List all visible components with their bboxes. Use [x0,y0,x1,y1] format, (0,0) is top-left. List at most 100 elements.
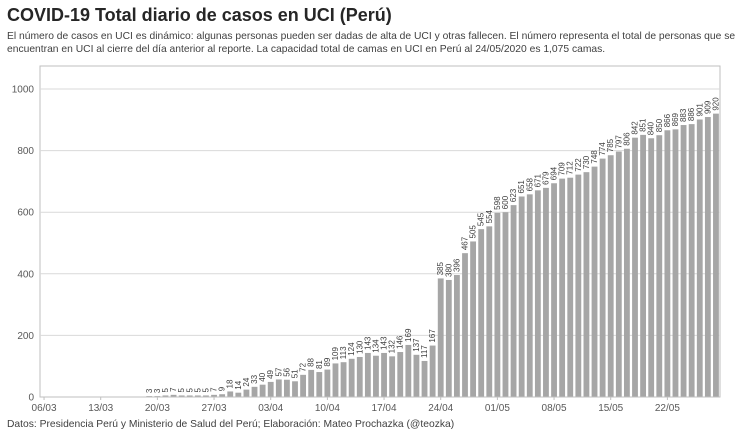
bar-value-label: 5 [201,387,210,392]
bar [453,275,460,397]
bar-value-label: 722 [574,158,583,172]
bar-value-label: 467 [461,236,470,250]
bar [518,196,525,397]
bar [413,354,420,397]
bar-value-label: 920 [711,97,720,111]
bar [462,253,468,397]
bar-value-label: 850 [655,118,664,132]
y-tick-label: 1000 [12,85,35,96]
bar-value-label: 56 [282,367,291,376]
bar-value-label: 132 [388,339,397,353]
bar [243,389,250,397]
bar-value-label: 18 [226,379,235,388]
bar [470,241,477,397]
bar-value-label: 124 [347,342,356,356]
bar [599,158,606,397]
bar [251,386,258,397]
x-tick-label: 20/03 [145,403,170,414]
bar [559,178,566,397]
bar-value-label: 730 [582,155,591,169]
x-tick-label: 27/03 [202,403,227,414]
bar-value-label: 598 [493,196,502,210]
bar-value-label: 14 [234,380,243,389]
bar-value-label: 774 [598,142,607,156]
bar-value-label: 143 [363,336,372,350]
bar-value-label: 396 [452,258,461,272]
bar [219,394,226,397]
bar [510,205,517,397]
bar [591,166,598,397]
bar-value-label: 117 [420,345,429,358]
bar [632,137,638,397]
bar [583,172,590,397]
bar-value-label: 81 [315,360,324,369]
bar-value-label: 7 [210,387,219,392]
bar-value-label: 72 [299,362,308,371]
bar-value-label: 797 [614,135,623,149]
bar [680,125,687,397]
bar [186,395,193,397]
chart-subtitle: El número de casos en UCI es dinámico: a… [7,31,736,55]
bar [534,190,541,397]
bar [389,356,396,397]
bar [348,358,355,397]
bar-value-label: 806 [622,132,631,146]
bar-value-label: 380 [444,263,453,277]
x-tick-label: 15/05 [598,403,623,414]
bar-value-label: 5 [193,387,202,392]
bar [623,148,630,397]
bar-value-label: 712 [566,161,575,175]
bar [267,381,274,397]
y-tick-label: 0 [28,393,34,404]
bar [283,379,290,397]
bar-value-label: 866 [663,113,672,127]
bar-value-label: 658 [525,177,534,191]
bar [397,352,404,397]
bar-value-label: 89 [323,357,332,366]
bar-value-label: 851 [639,118,648,132]
bar-value-label: 3 [145,388,154,393]
y-tick-label: 200 [17,331,34,342]
bar-value-label: 146 [396,335,405,349]
bar-value-label: 113 [339,346,348,359]
bar-value-label: 137 [412,338,421,352]
bar-value-label: 385 [436,262,445,276]
bar [292,381,298,397]
bar [478,229,485,397]
bar-value-label: 33 [250,374,259,383]
bar [713,113,719,397]
bar [373,355,379,397]
bar [688,124,695,397]
bar [316,372,323,397]
bar [259,384,266,397]
bar-value-label: 600 [501,195,510,209]
bar [696,119,703,397]
bar-value-label: 169 [404,328,413,342]
bar [340,362,347,397]
bar-value-label: 49 [266,369,275,378]
bar-value-label: 869 [671,112,680,126]
bar-value-label: 5 [177,387,186,392]
bar-value-label: 840 [647,121,656,135]
bar [364,352,371,397]
bar [324,369,331,397]
bar [494,212,501,397]
bar-value-label: 842 [631,121,640,135]
bar [502,212,509,397]
bar [551,183,557,397]
bar [308,369,315,397]
bar [194,395,201,397]
bar [648,138,655,397]
bar [640,134,647,397]
bar [381,352,387,397]
bar-value-label: 167 [428,329,437,343]
bar-value-label: 88 [307,357,316,366]
bar [656,135,663,397]
bar [170,394,177,397]
bar-value-label: 57 [274,367,283,376]
bar [275,379,282,397]
bar-value-label: 545 [477,212,486,226]
x-tick-label: 06/03 [32,403,57,414]
bar [567,177,574,397]
